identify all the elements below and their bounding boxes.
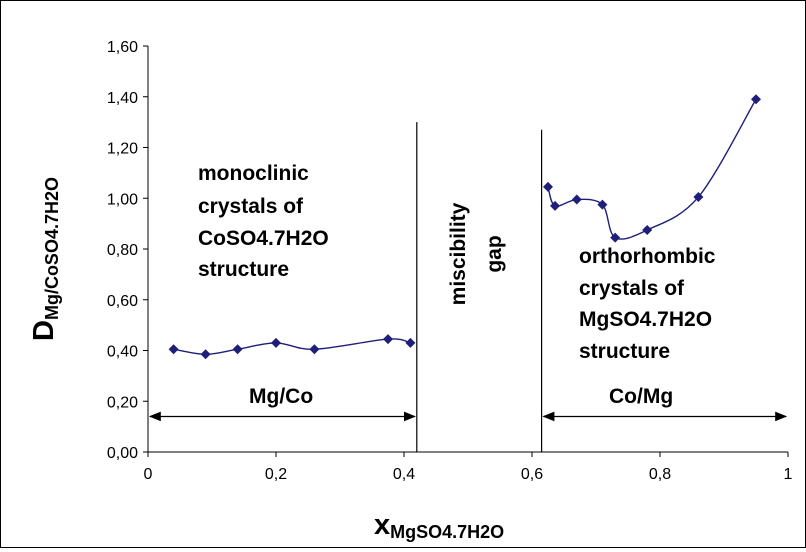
series-1-line — [173, 338, 411, 356]
series-2-point — [642, 224, 653, 235]
y-axis-title-main: D — [28, 320, 60, 341]
annotation-monoclinic-line4: structure — [198, 258, 289, 281]
annotation-miscibility-line2: gap — [483, 235, 506, 272]
x-tick-label: 0,4 — [393, 466, 415, 483]
annotation-orthorhombic-line2: crystals of — [579, 277, 685, 300]
y-tick-label: 0,40 — [107, 344, 138, 361]
range-label-co-mg: Co/Mg — [609, 385, 673, 408]
x-tick-label: 0,2 — [265, 466, 287, 483]
series-2-point — [543, 181, 553, 192]
x-axis-title: xMgSO4.7H2O — [374, 509, 504, 542]
y-tick-label: 1,20 — [107, 141, 138, 158]
series-1-point — [271, 337, 281, 348]
series-1-point — [383, 334, 393, 345]
series-2-point — [550, 200, 561, 211]
y-axis-title-sub: Mg/CoSO4.7H2O — [42, 177, 62, 320]
x-tick-label: 1 — [784, 466, 793, 483]
annotation-miscibility-line1: miscibility — [447, 202, 470, 305]
series-2-point — [597, 199, 608, 210]
annotation-monoclinic-line3: CoSO4.7H2O — [198, 227, 329, 250]
x-axis-title-sub: MgSO4.7H2O — [390, 522, 504, 542]
series-2-point — [571, 194, 582, 205]
range-label-mg-co: Mg/Co — [249, 385, 313, 408]
x-tick-label: 0,8 — [649, 466, 671, 483]
series-2-point — [751, 94, 761, 105]
y-tick-label: 1,40 — [107, 90, 138, 107]
y-tick-label: 0,00 — [107, 445, 138, 462]
y-tick-label: 1,60 — [107, 39, 138, 56]
y-tick-label: 0,60 — [107, 293, 138, 310]
series-1-point — [232, 344, 243, 355]
series-1-point — [405, 337, 416, 348]
y-axis-title: DMg/CoSO4.7H2O — [28, 177, 62, 341]
x-tick-label: 0,6 — [521, 466, 543, 483]
x-tick-label: 0 — [144, 466, 153, 483]
annotation-orthorhombic-line1: orthorhombic — [579, 245, 716, 268]
series-2-point — [693, 191, 704, 202]
annotation-orthorhombic-line4: structure — [579, 340, 670, 363]
series-1-point — [168, 344, 179, 355]
series-1-point — [309, 344, 320, 355]
x-axis-title-main: x — [374, 509, 390, 541]
y-tick-label: 0,80 — [107, 242, 138, 259]
annotation-orthorhombic-line3: MgSO4.7H2O — [579, 308, 712, 331]
series-2-line — [547, 98, 757, 240]
y-tick-label: 0,20 — [107, 394, 138, 411]
annotation-monoclinic-line1: monoclinic — [198, 162, 309, 185]
annotation-monoclinic-line2: crystals of — [198, 195, 304, 218]
y-tick-label: 1,00 — [107, 191, 138, 208]
series-2-point — [610, 232, 621, 243]
series-1-point — [200, 349, 211, 360]
